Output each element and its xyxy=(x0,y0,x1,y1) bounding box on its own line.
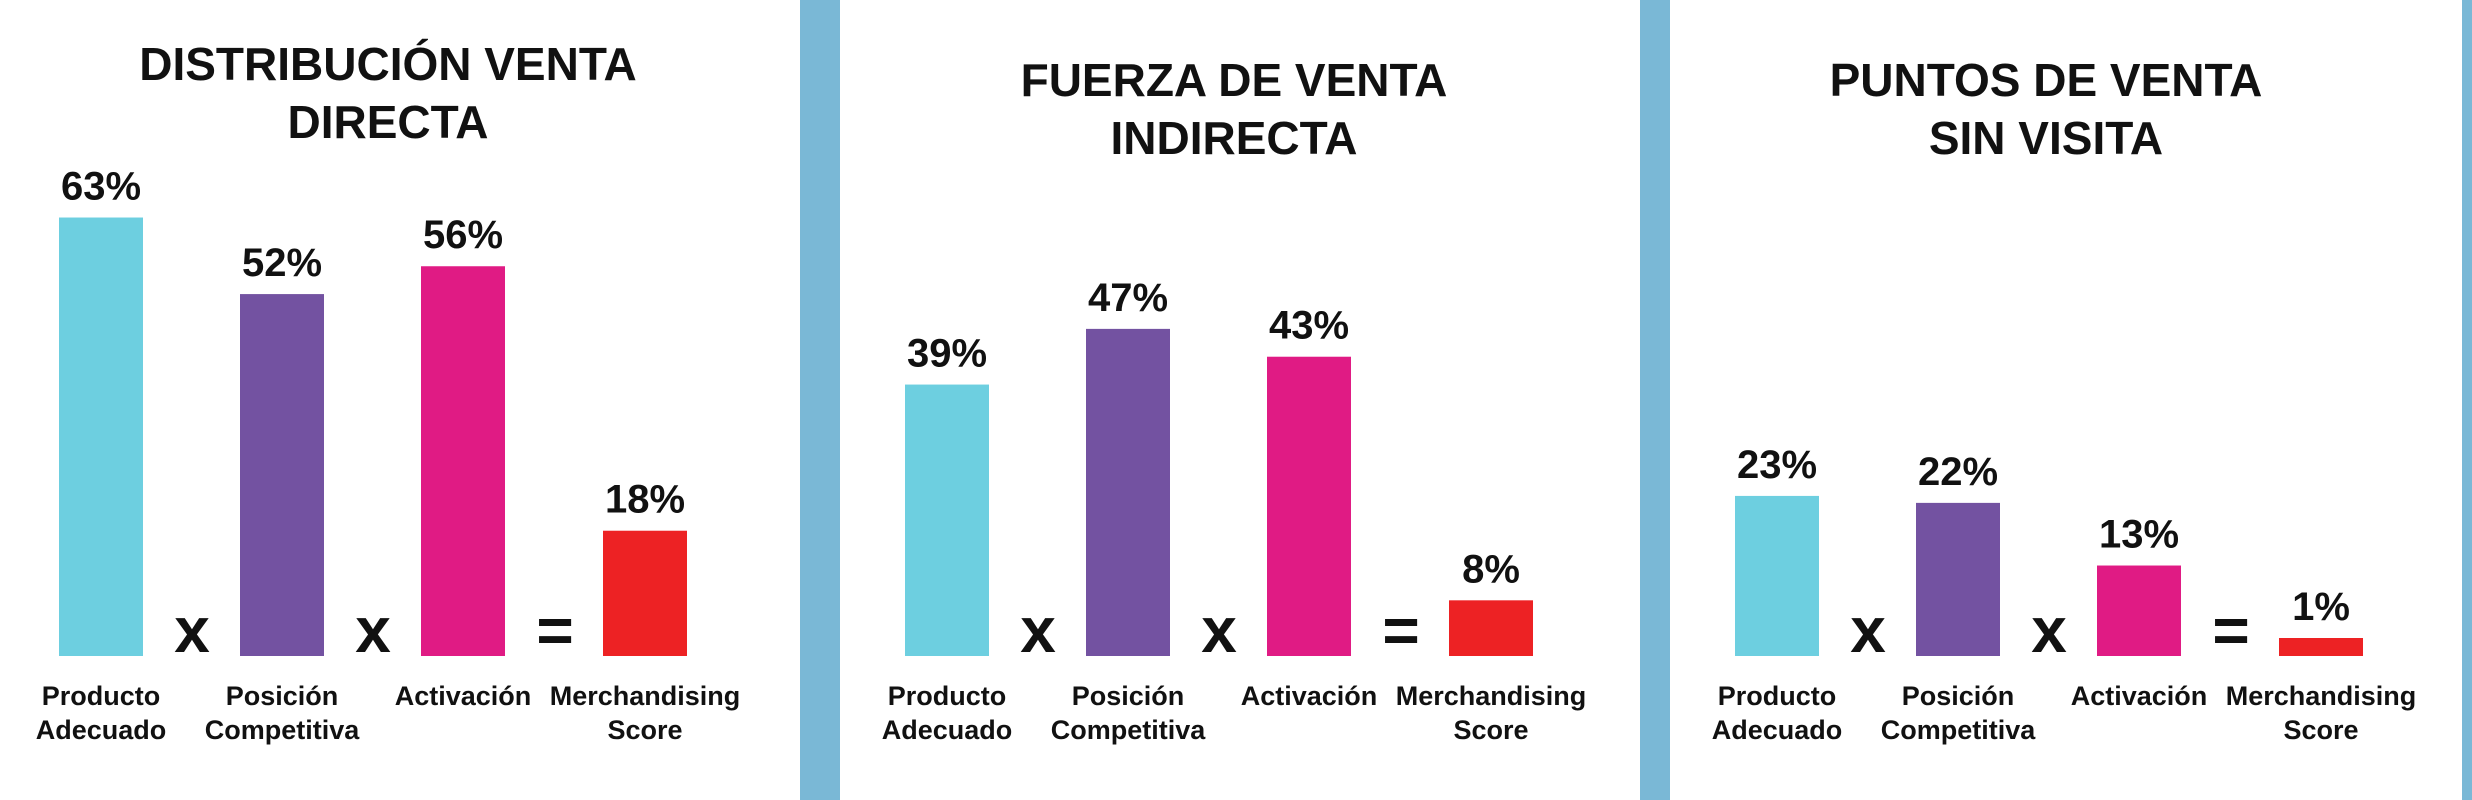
panel-divider-1 xyxy=(800,0,840,800)
bar xyxy=(2097,565,2181,656)
panel-divider-3 xyxy=(2462,0,2472,800)
equals-operator: = xyxy=(1382,594,1419,666)
data-label: 23% xyxy=(1737,443,1817,487)
times-operator: x xyxy=(1020,594,1056,666)
data-label: 13% xyxy=(2099,513,2179,557)
chart-title: FUERZA DE VENTA xyxy=(1021,54,1448,106)
times-operator: x xyxy=(355,594,391,666)
data-label: 8% xyxy=(1462,547,1520,591)
data-label: 47% xyxy=(1088,276,1168,320)
category-label: Producto xyxy=(42,681,161,711)
category-label: Activación xyxy=(1241,681,1378,711)
chart-title: INDIRECTA xyxy=(1110,112,1357,164)
category-label: Score xyxy=(607,715,682,745)
data-label: 39% xyxy=(907,332,987,376)
chart-title: DIRECTA xyxy=(287,96,488,148)
data-label: 52% xyxy=(242,241,322,285)
category-label: Score xyxy=(2283,715,2358,745)
category-label: Score xyxy=(1453,715,1528,745)
bar xyxy=(905,384,989,656)
bar xyxy=(59,217,143,656)
data-label: 1% xyxy=(2292,585,2350,629)
times-operator: x xyxy=(1850,594,1886,666)
data-label: 22% xyxy=(1918,450,1998,494)
category-label: Activación xyxy=(395,681,532,711)
category-label: Adecuado xyxy=(882,715,1013,745)
chart-title: SIN VISITA xyxy=(1929,112,2163,164)
category-label: Merchandising xyxy=(1396,681,1587,711)
bar xyxy=(1916,502,2000,656)
bar xyxy=(1449,600,1533,656)
data-label: 56% xyxy=(423,213,503,257)
bar xyxy=(1086,328,1170,656)
category-label: Competitiva xyxy=(1051,715,1207,745)
times-operator: x xyxy=(1201,594,1237,666)
equals-operator: = xyxy=(536,594,573,666)
category-label: Adecuado xyxy=(1712,715,1843,745)
category-label: Competitiva xyxy=(205,715,361,745)
category-label: Adecuado xyxy=(36,715,167,745)
data-label: 63% xyxy=(61,165,141,209)
category-label: Producto xyxy=(888,681,1007,711)
chart-title: DISTRIBUCIÓN VENTA xyxy=(139,38,637,90)
bar xyxy=(2279,638,2363,656)
category-label: Posición xyxy=(226,681,339,711)
category-label: Activación xyxy=(2071,681,2208,711)
category-label: Posición xyxy=(1902,681,2015,711)
category-label: Producto xyxy=(1718,681,1837,711)
bar xyxy=(1735,495,1819,656)
bar xyxy=(1267,356,1351,656)
bar xyxy=(603,530,687,656)
times-operator: x xyxy=(2031,594,2067,666)
category-label: Competitiva xyxy=(1881,715,2037,745)
equals-operator: = xyxy=(2212,594,2249,666)
panel-divider-2 xyxy=(1640,0,1670,800)
bar xyxy=(421,266,505,656)
chart-title: PUNTOS DE VENTA xyxy=(1830,54,2263,106)
data-label: 18% xyxy=(605,478,685,522)
category-label: Posición xyxy=(1072,681,1185,711)
times-operator: x xyxy=(174,594,210,666)
bar xyxy=(240,294,324,656)
data-label: 43% xyxy=(1269,304,1349,348)
category-label: Merchandising xyxy=(550,681,741,711)
category-label: Merchandising xyxy=(2226,681,2417,711)
